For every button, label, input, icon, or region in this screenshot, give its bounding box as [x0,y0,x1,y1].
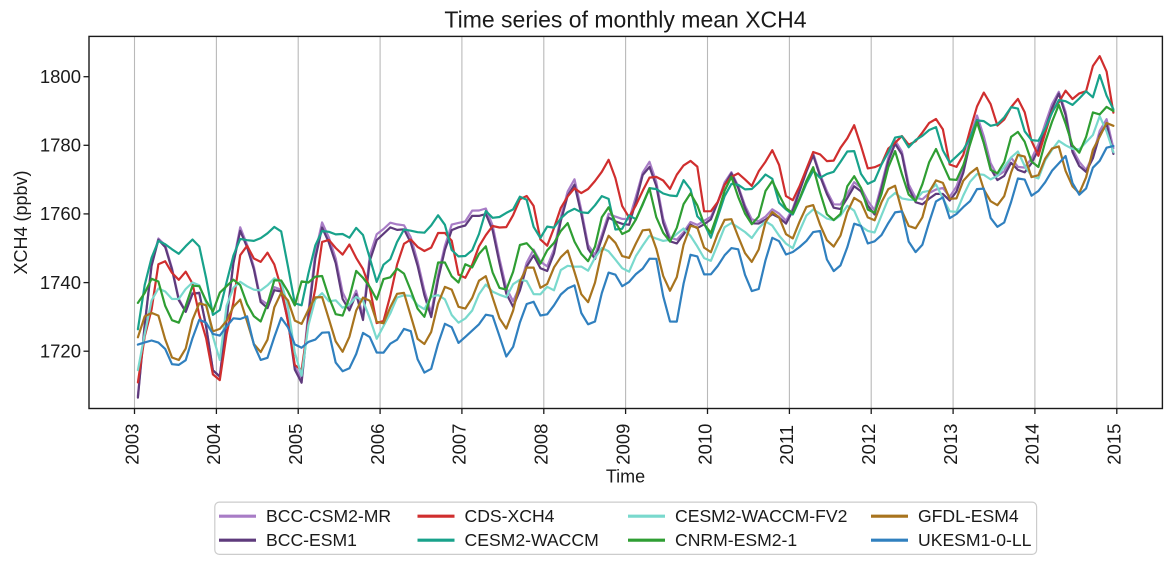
svg-text:CESM2-WACCM: CESM2-WACCM [465,530,599,550]
svg-text:Time: Time [606,467,645,487]
svg-text:1740: 1740 [40,272,81,293]
svg-text:2014: 2014 [1022,424,1043,465]
svg-text:2005: 2005 [285,424,306,465]
svg-text:BCC-ESM1: BCC-ESM1 [266,530,357,550]
svg-text:2012: 2012 [858,424,879,465]
svg-text:GFDL-ESM4: GFDL-ESM4 [918,506,1019,526]
svg-text:2008: 2008 [531,424,552,465]
svg-text:1780: 1780 [40,135,81,156]
svg-text:1720: 1720 [40,341,81,362]
svg-text:BCC-CSM2-MR: BCC-CSM2-MR [266,506,391,526]
svg-text:UKESM1-0-LL: UKESM1-0-LL [918,530,1032,550]
svg-text:1760: 1760 [40,203,81,224]
svg-text:Time series of monthly mean XC: Time series of monthly mean XCH4 [444,7,806,33]
svg-text:CESM2-WACCM-FV2: CESM2-WACCM-FV2 [675,506,847,526]
svg-text:2015: 2015 [1104,424,1125,465]
svg-text:2011: 2011 [776,425,797,465]
svg-text:2007: 2007 [449,424,470,465]
svg-text:2013: 2013 [940,424,961,465]
svg-text:CDS-XCH4: CDS-XCH4 [465,506,555,526]
svg-text:XCH4 (ppbv): XCH4 (ppbv) [11,170,31,274]
svg-text:2010: 2010 [694,424,715,465]
svg-text:2006: 2006 [367,424,388,465]
svg-text:1800: 1800 [40,66,81,87]
svg-text:2004: 2004 [203,424,224,465]
svg-text:CNRM-ESM2-1: CNRM-ESM2-1 [675,530,797,550]
svg-text:2003: 2003 [121,424,142,465]
svg-text:2009: 2009 [612,424,633,465]
